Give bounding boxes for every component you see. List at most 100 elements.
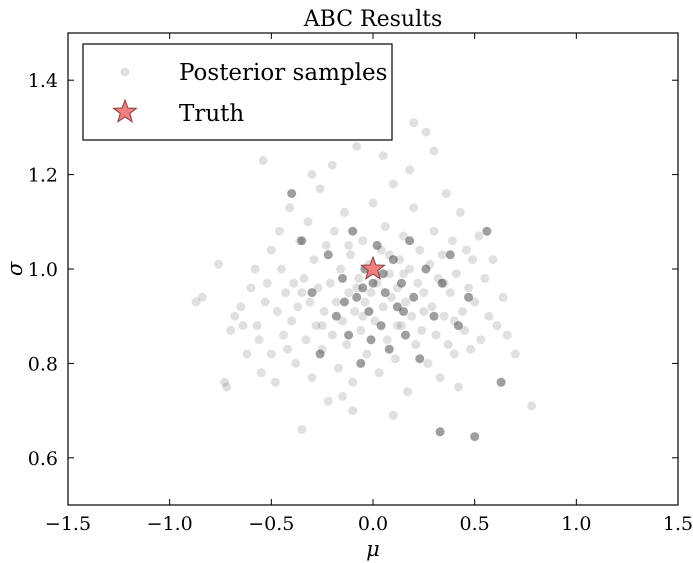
data-point-0-2	[214, 259, 223, 269]
data-point-0-25	[281, 288, 291, 298]
data-point-1-24	[421, 264, 431, 274]
data-point-0-51	[333, 363, 343, 373]
data-point-1-32	[340, 297, 349, 307]
data-point-0-42	[315, 184, 325, 194]
data-point-0-136	[388, 410, 398, 420]
data-point-0-125	[498, 292, 508, 302]
x-tick-label: −0.5	[248, 513, 294, 535]
data-point-0-44	[319, 307, 329, 316]
data-point-0-147	[352, 283, 362, 293]
data-point-0-13	[254, 335, 264, 345]
data-point-1-7	[348, 226, 358, 236]
truth-marker-layer	[360, 255, 386, 280]
x-tick-label: 1.0	[561, 513, 591, 535]
data-point-0-145	[297, 288, 307, 298]
data-point-0-55	[342, 340, 352, 349]
data-point-0-58	[348, 377, 358, 387]
data-point-0-134	[409, 118, 419, 128]
data-point-0-75	[382, 335, 392, 345]
data-point-0-72	[376, 245, 386, 255]
data-point-0-81	[394, 255, 404, 265]
data-point-0-102	[437, 250, 447, 260]
data-point-0-140	[392, 321, 402, 331]
x-axis-label: μ	[366, 537, 380, 561]
data-point-0-106	[445, 288, 455, 298]
data-point-0-0	[191, 297, 201, 307]
data-point-0-33	[297, 425, 307, 434]
data-point-0-85	[403, 387, 413, 397]
data-point-1-1	[307, 288, 317, 298]
data-point-1-9	[356, 358, 366, 368]
data-point-0-95	[423, 358, 433, 368]
data-point-1-15	[380, 288, 390, 298]
data-point-0-93	[419, 288, 429, 298]
data-point-0-84	[401, 297, 410, 307]
data-point-0-35	[301, 335, 311, 345]
data-point-0-90	[413, 278, 423, 288]
data-point-1-26	[437, 278, 447, 288]
data-point-0-5	[226, 325, 236, 335]
data-point-0-56	[344, 288, 354, 298]
data-point-0-83	[399, 231, 408, 241]
data-point-0-122	[484, 311, 494, 321]
data-point-0-98	[429, 226, 439, 236]
data-point-0-114	[462, 245, 471, 255]
data-point-0-39	[309, 255, 319, 265]
data-point-0-17	[262, 278, 272, 288]
data-point-1-13	[372, 240, 382, 250]
data-point-0-135	[348, 406, 358, 416]
data-point-0-80	[392, 283, 402, 293]
x-tick-label: 1.5	[663, 513, 693, 535]
data-point-0-116	[466, 344, 476, 354]
data-point-0-101	[435, 373, 445, 383]
data-point-1-2	[315, 349, 325, 359]
data-point-0-82	[397, 321, 406, 331]
data-point-1-28	[453, 321, 463, 331]
data-point-1-19	[397, 278, 406, 288]
data-point-0-23	[277, 264, 286, 274]
data-point-1-11	[364, 307, 374, 316]
data-point-0-113	[460, 325, 469, 335]
data-point-0-96	[425, 259, 435, 269]
x-tick-label: 0.5	[460, 513, 490, 535]
data-point-0-48	[327, 330, 337, 340]
data-point-0-28	[287, 316, 297, 326]
data-point-0-20	[270, 377, 280, 387]
x-tick-label: 0.0	[358, 513, 388, 535]
data-point-0-118	[470, 297, 480, 307]
data-point-0-10	[246, 283, 256, 293]
data-point-0-64	[360, 297, 370, 307]
legend-marker-posterior	[120, 67, 130, 77]
data-point-0-120	[476, 335, 486, 345]
data-point-0-32	[295, 236, 305, 246]
data-point-0-111	[455, 207, 465, 217]
data-point-0-112	[458, 307, 467, 316]
data-point-0-6	[230, 311, 240, 321]
x-axis: −1.5 −1.0 −0.5 0.0 0.5 1.0 1.5	[45, 33, 693, 535]
data-point-0-67	[366, 288, 376, 298]
data-point-1-27	[445, 250, 455, 260]
data-point-0-97	[427, 302, 437, 312]
data-point-0-54	[340, 207, 349, 217]
data-point-0-132	[405, 165, 415, 175]
y-tick-label: 0.6	[28, 448, 58, 470]
y-axis-label: σ	[3, 261, 27, 276]
data-point-0-7	[236, 302, 246, 312]
data-points	[191, 118, 537, 442]
data-point-1-25	[429, 311, 439, 321]
legend-box	[82, 43, 393, 141]
data-point-0-148	[399, 269, 408, 279]
y-axis: 0.6 0.8 1.0 1.2 1.4	[28, 70, 678, 470]
data-point-1-0	[297, 236, 307, 246]
data-point-0-27	[285, 203, 295, 213]
data-point-0-9	[242, 349, 252, 359]
data-point-0-24	[279, 330, 288, 340]
y-tick-label: 1.4	[28, 70, 58, 92]
data-point-1-22	[409, 292, 419, 302]
data-point-0-12	[252, 321, 262, 331]
data-point-0-45	[321, 240, 331, 250]
data-point-0-104	[441, 189, 451, 198]
data-point-1-21	[405, 236, 415, 246]
data-point-0-71	[374, 368, 384, 378]
